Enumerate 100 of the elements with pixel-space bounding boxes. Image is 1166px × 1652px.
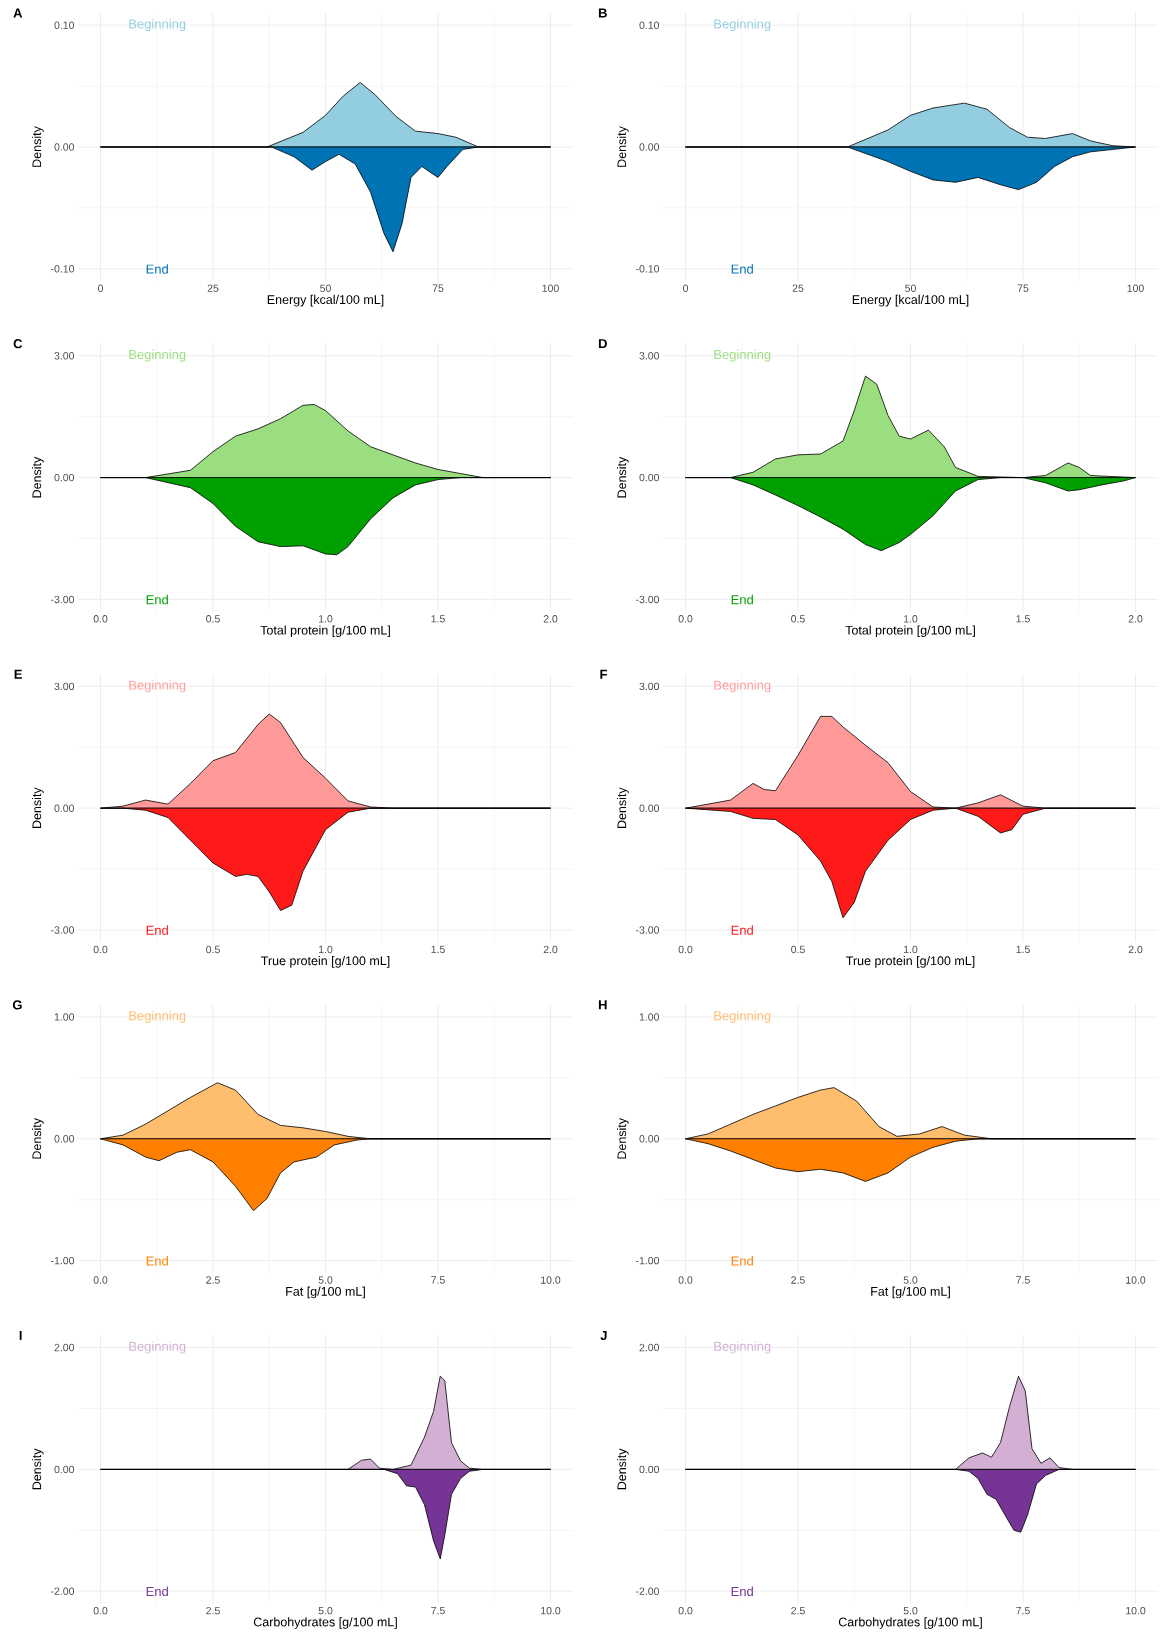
x-tick-label: 1.0 [904,945,918,954]
x-tick-label: 5.0 [903,1606,918,1615]
x-tick-label: 0.0 [678,615,693,623]
x-tick-label: 0.0 [678,1276,693,1284]
x-tick-label: 1.5 [1016,945,1030,954]
x-tick-label: 0.5 [206,615,220,623]
text: Beginning [129,1010,186,1023]
x-tick-label: 0 [97,284,104,292]
y-tick-label: -2.00 [51,1587,75,1595]
y-tick-label: 0.00 [54,143,75,151]
x-tick-label: 10.0 [541,1606,561,1615]
y-tick-label: 0.00 [639,1465,660,1474]
x-tick-label: 1.5 [1016,615,1030,623]
x-tick-label: 2.5 [206,1606,220,1615]
y-axis-title: Density [617,1448,629,1490]
y-axis-title: Density [32,1448,44,1490]
y-tick-label: -3.00 [636,595,660,604]
x-tick-label: 2.0 [543,615,558,623]
x-tick-label: 7.5 [431,1276,445,1284]
x-tick-label: 1.5 [431,615,445,623]
text: Beginning [129,349,186,362]
x-tick-label: 2.5 [791,1276,805,1284]
x-tick-label: 100 [1127,284,1144,292]
y-tick-label: 0.10 [639,21,660,29]
x-tick-label: 100 [542,284,559,292]
y-tick-label: 2.00 [54,1343,75,1352]
x-tick-label: 2.0 [1128,945,1143,954]
x-axis-title: Energy [kcal/100 mL] [852,294,969,307]
x-tick-label: 7.5 [1016,1606,1030,1615]
y-tick-label: 0.00 [54,1135,75,1143]
chart-title: F [600,669,607,679]
x-tick-label: 50 [905,284,916,292]
x-axis-title: Total protein [g/100 mL] [260,625,390,638]
text: Beginning [714,349,771,362]
chart-title: A [13,8,23,18]
text: Beginning [714,680,771,693]
x-tick-label: 0.0 [93,945,108,954]
x-tick-label: 2.5 [206,1276,220,1284]
y-tick-label: 1.00 [639,1013,660,1021]
x-tick-label: 10.0 [1126,1276,1146,1284]
x-axis-title: True protein [g/100 mL] [261,956,390,968]
x-tick-label: 0.0 [93,615,108,623]
text: End [731,264,753,274]
text: End [146,1255,168,1266]
x-tick-label: 0.5 [791,945,805,954]
text: End [146,1586,168,1597]
text: End [731,1255,753,1266]
x-tick-label: 1.0 [319,615,333,623]
y-tick-label: 0.00 [54,1465,75,1474]
text: Beginning [714,1341,771,1354]
x-tick-label: 0.0 [678,945,693,954]
y-tick-label: 0.00 [639,804,660,812]
x-tick-label: 0.0 [93,1276,108,1284]
y-tick-label: 0.00 [639,473,660,482]
y-tick-label: 0.00 [54,473,75,482]
y-tick-label: 3.00 [54,682,75,691]
y-tick-label: 1.00 [54,1013,75,1021]
y-tick-label: -3.00 [636,926,660,934]
y-axis-title: Density [32,126,44,167]
y-tick-label: -3.00 [51,926,75,934]
text: Beginning [129,680,186,693]
y-tick-label: 2.00 [639,1343,660,1352]
y-tick-label: -3.00 [51,595,75,604]
text: End [731,925,753,935]
chart-title: E [14,669,22,679]
text: Beginning [714,1010,771,1023]
y-axis-title: Density [32,456,44,498]
y-axis-title: Density [617,126,629,167]
text: Beginning [129,1341,186,1354]
x-tick-label: 2.0 [1128,615,1143,623]
x-tick-label: 75 [1017,284,1029,292]
chart-title: J [600,1330,607,1340]
text: End [731,1586,753,1597]
x-tick-label: 5.0 [903,1276,918,1284]
y-tick-label: -0.10 [51,265,75,273]
y-tick-label: 3.00 [639,352,660,360]
x-tick-label: 25 [207,284,219,292]
y-tick-label: 0.00 [54,804,75,812]
chart-title: B [598,8,607,18]
y-axis-title: Density [617,787,629,829]
y-tick-label: -1.00 [51,1256,75,1265]
x-tick-label: 1.5 [431,945,445,954]
x-tick-label: 5.0 [318,1606,333,1615]
text: End [146,594,168,605]
x-axis-title: True protein [g/100 mL] [846,956,975,968]
text: Beginning [714,18,771,32]
chart-title: G [12,1000,22,1010]
y-tick-label: 3.00 [54,352,75,360]
x-tick-label: 10.0 [541,1276,561,1284]
x-tick-label: 2.0 [543,945,558,954]
x-tick-label: 7.5 [431,1606,445,1615]
y-tick-label: 0.10 [54,21,75,29]
x-tick-label: 0 [682,284,689,292]
y-tick-label: -2.00 [636,1587,660,1595]
x-tick-label: 1.0 [319,945,333,954]
y-tick-label: -1.00 [636,1256,660,1265]
x-tick-label: 0.0 [678,1606,693,1615]
y-axis-title: Density [32,787,44,829]
x-tick-label: 7.5 [1016,1276,1030,1284]
chart-title: D [598,339,607,349]
